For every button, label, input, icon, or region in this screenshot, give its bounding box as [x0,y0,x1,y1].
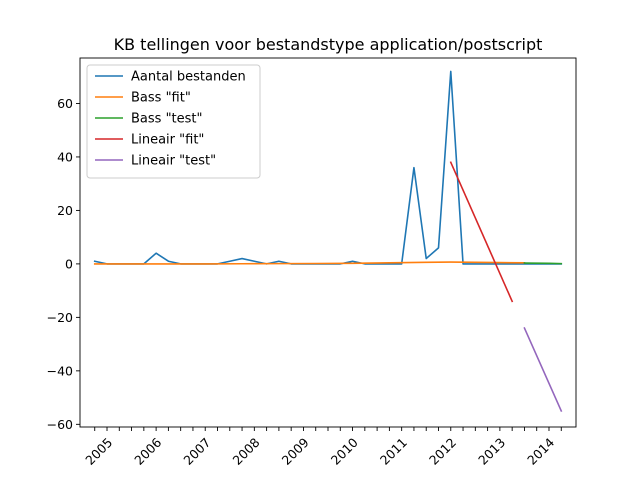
legend-label-1: Bass "fit" [131,91,191,106]
y-tick-label: 20 [57,203,73,218]
y-tick-label: −60 [47,417,73,432]
series-line-3 [449,161,514,303]
legend-label-3: Lineair "fit" [131,133,204,148]
series-line-2 [523,262,563,265]
legend-label-0: Aantal bestanden [131,70,246,85]
legend: Aantal bestanden Bass "fit" Bass "test" Lin… [86,64,261,179]
y-tick-label: 60 [57,96,73,111]
legend-label-2: Bass "test" [131,112,203,127]
chart-title: KB tellingen voor bestandstype applicati… [114,35,543,54]
legend-label-4: Lineair "test" [131,154,216,169]
y-tick-label: −40 [47,363,73,378]
y-tick-label: 40 [57,149,73,164]
series-line-4 [523,327,563,413]
y-tick-label: 0 [65,256,73,271]
legend-box [86,64,261,179]
y-tick-label: −20 [47,310,73,325]
series-line-1 [93,261,526,265]
series-layer [93,70,563,413]
